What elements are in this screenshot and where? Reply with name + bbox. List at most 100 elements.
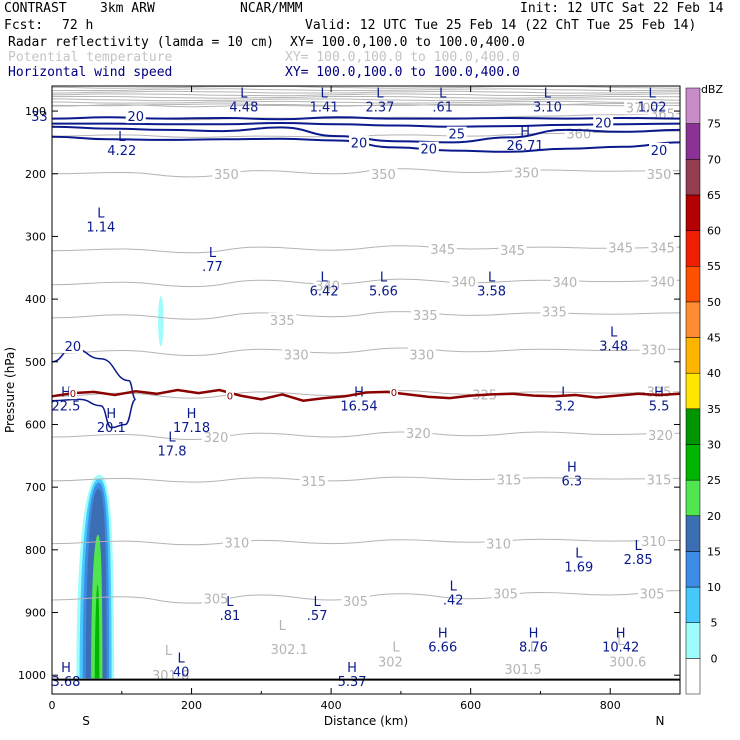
theta-label: 305 — [343, 595, 368, 610]
theta-label-bg — [376, 654, 405, 669]
field-theta: Potential temperature — [8, 50, 173, 65]
theta-label: 305 — [204, 593, 229, 608]
wind-extremum-value: 3.2 — [555, 399, 576, 414]
theta-extremum: L — [530, 640, 538, 655]
wind-extremum-value: 6.42 — [310, 285, 339, 300]
field-theta-xy: XY= 100.0,100.0 to 100.0,400.0 — [285, 50, 520, 65]
wind-label-bg — [593, 115, 614, 130]
theta-label: 340 — [315, 279, 340, 294]
theta-label: 350 — [514, 166, 539, 181]
theta-label: 340 — [451, 276, 476, 291]
y-tick-label: 600 — [25, 418, 46, 431]
theta-label: 335 — [542, 306, 567, 321]
theta-label-bg — [282, 347, 311, 362]
theta-label: 360 — [566, 128, 591, 143]
wind-extremum-value: 1.69 — [564, 560, 593, 575]
theta-label: 301.5 — [504, 663, 541, 678]
wind-extremum-mark: H — [438, 627, 448, 642]
colorbar-box — [685, 194, 701, 231]
colorbar-level-label: 30 — [707, 438, 721, 451]
field-reflectivity: Radar reflectivity (lamda = 10 cm) — [8, 35, 275, 50]
wind-extremum-mark: H — [567, 460, 577, 475]
model-label: 3km ARW — [100, 1, 155, 16]
theta-label-bg — [498, 243, 527, 258]
wind-label: 20 — [651, 144, 668, 159]
reflectivity-cell-1 — [158, 295, 164, 347]
colorbar-level-label: 35 — [707, 403, 721, 416]
theta-layer: 305 305 305 305 310 310 310 315 315 315 320 320 320 3… — [51, 85, 681, 684]
theta-contour-320 — [51, 431, 681, 441]
plot-frame — [51, 85, 681, 695]
field-reflectivity-xy: XY= 100.0,100.0 to 100.0,400.0 — [290, 35, 525, 50]
theta-label-bg — [645, 472, 674, 487]
theta-label-bg — [407, 347, 436, 362]
wind-extremum-value: .77 — [202, 260, 223, 275]
theta-label-bg — [428, 241, 457, 256]
theta-label-bg — [639, 534, 668, 549]
theta-label: 330 — [284, 348, 309, 363]
theta-label-bg — [275, 641, 304, 656]
wind-contour-low-20 — [51, 347, 137, 429]
theta-label: 315 — [497, 474, 522, 489]
zero-isotherm-layer: 0 0 0 — [51, 385, 681, 403]
theta-label: 315 — [301, 475, 326, 490]
theta-label: 345 — [430, 243, 455, 258]
colorbar-level-label: 50 — [707, 296, 721, 309]
wind-extremum-value: 1.14 — [86, 221, 115, 236]
wind-extremum-value: 5.5 — [649, 399, 670, 414]
theta-label: 305 — [493, 588, 518, 603]
wind-label: 25 — [448, 128, 465, 143]
theta-label: 300.6 — [609, 655, 646, 670]
org-label: NCAR/MMM — [240, 1, 303, 16]
wind-extremum-value: .81 — [220, 609, 241, 624]
theta-label-bg — [201, 430, 230, 445]
theta-label-bg — [648, 106, 677, 121]
theta-label: 350 — [647, 168, 672, 183]
theta-label: 310 — [486, 538, 511, 553]
wind-extremum-mark: H — [347, 661, 357, 676]
wind-extremum-value: 1.41 — [310, 100, 339, 115]
theta-contour-350 — [51, 168, 681, 178]
zero-isotherm-label-bg — [225, 389, 234, 402]
wind-extremum-value: 2.37 — [365, 100, 394, 115]
theta-label: 302 — [378, 655, 403, 670]
wind-extremum-value: 10.42 — [602, 641, 639, 656]
theta-extremum: L — [617, 634, 625, 649]
wind-extremum-mark: L — [314, 595, 322, 610]
theta-contour-upper-2 — [51, 90, 681, 94]
forecast-label: Fcst: — [4, 18, 44, 33]
zero-isotherm-label-bg — [68, 387, 77, 400]
wind-contour-25 — [52, 121, 681, 128]
init-time: Init: 12 UTC Sat 22 Feb 14 — [520, 1, 724, 16]
wind-extremum-value: 26.71 — [506, 139, 543, 154]
theta-label: 335 — [270, 314, 295, 329]
y-tick-label: 1000 — [18, 669, 46, 682]
theta-label-bg — [341, 594, 370, 609]
theta-label-bg — [411, 307, 440, 322]
wind-label-bg — [125, 109, 146, 124]
wind-extremum-mark: L — [376, 86, 384, 101]
theta-contour-310 — [51, 538, 681, 546]
wind-extremum-value: 1.02 — [638, 100, 667, 115]
zero-isotherm-line — [51, 388, 681, 402]
y-tick-label: 700 — [25, 481, 46, 494]
wind-extremum-value: 4.48 — [229, 100, 258, 115]
theta-label-bg — [550, 275, 579, 290]
reflectivity-layer — [76, 295, 164, 679]
theta-label-bg — [222, 535, 251, 550]
colorbar-level-label: 60 — [707, 225, 721, 238]
colorbar-unit: dBZ — [701, 83, 724, 96]
colorbar-level-label: 45 — [707, 332, 721, 345]
theta-label-bg — [540, 304, 569, 319]
wind-extremum-mark: L — [97, 207, 105, 222]
x-tick-label: 400 — [321, 699, 342, 712]
wind-label-bg — [62, 339, 83, 354]
theta-label: 310 — [224, 536, 249, 551]
theta-contour-upper-0 — [51, 85, 681, 89]
colorbar-level-label: 75 — [707, 118, 721, 131]
colorbar-box — [685, 372, 701, 410]
wind-extremum-value: 5.66 — [369, 285, 398, 300]
wind-extremum-mark: H — [61, 661, 71, 676]
theta-label-bg — [268, 312, 297, 327]
